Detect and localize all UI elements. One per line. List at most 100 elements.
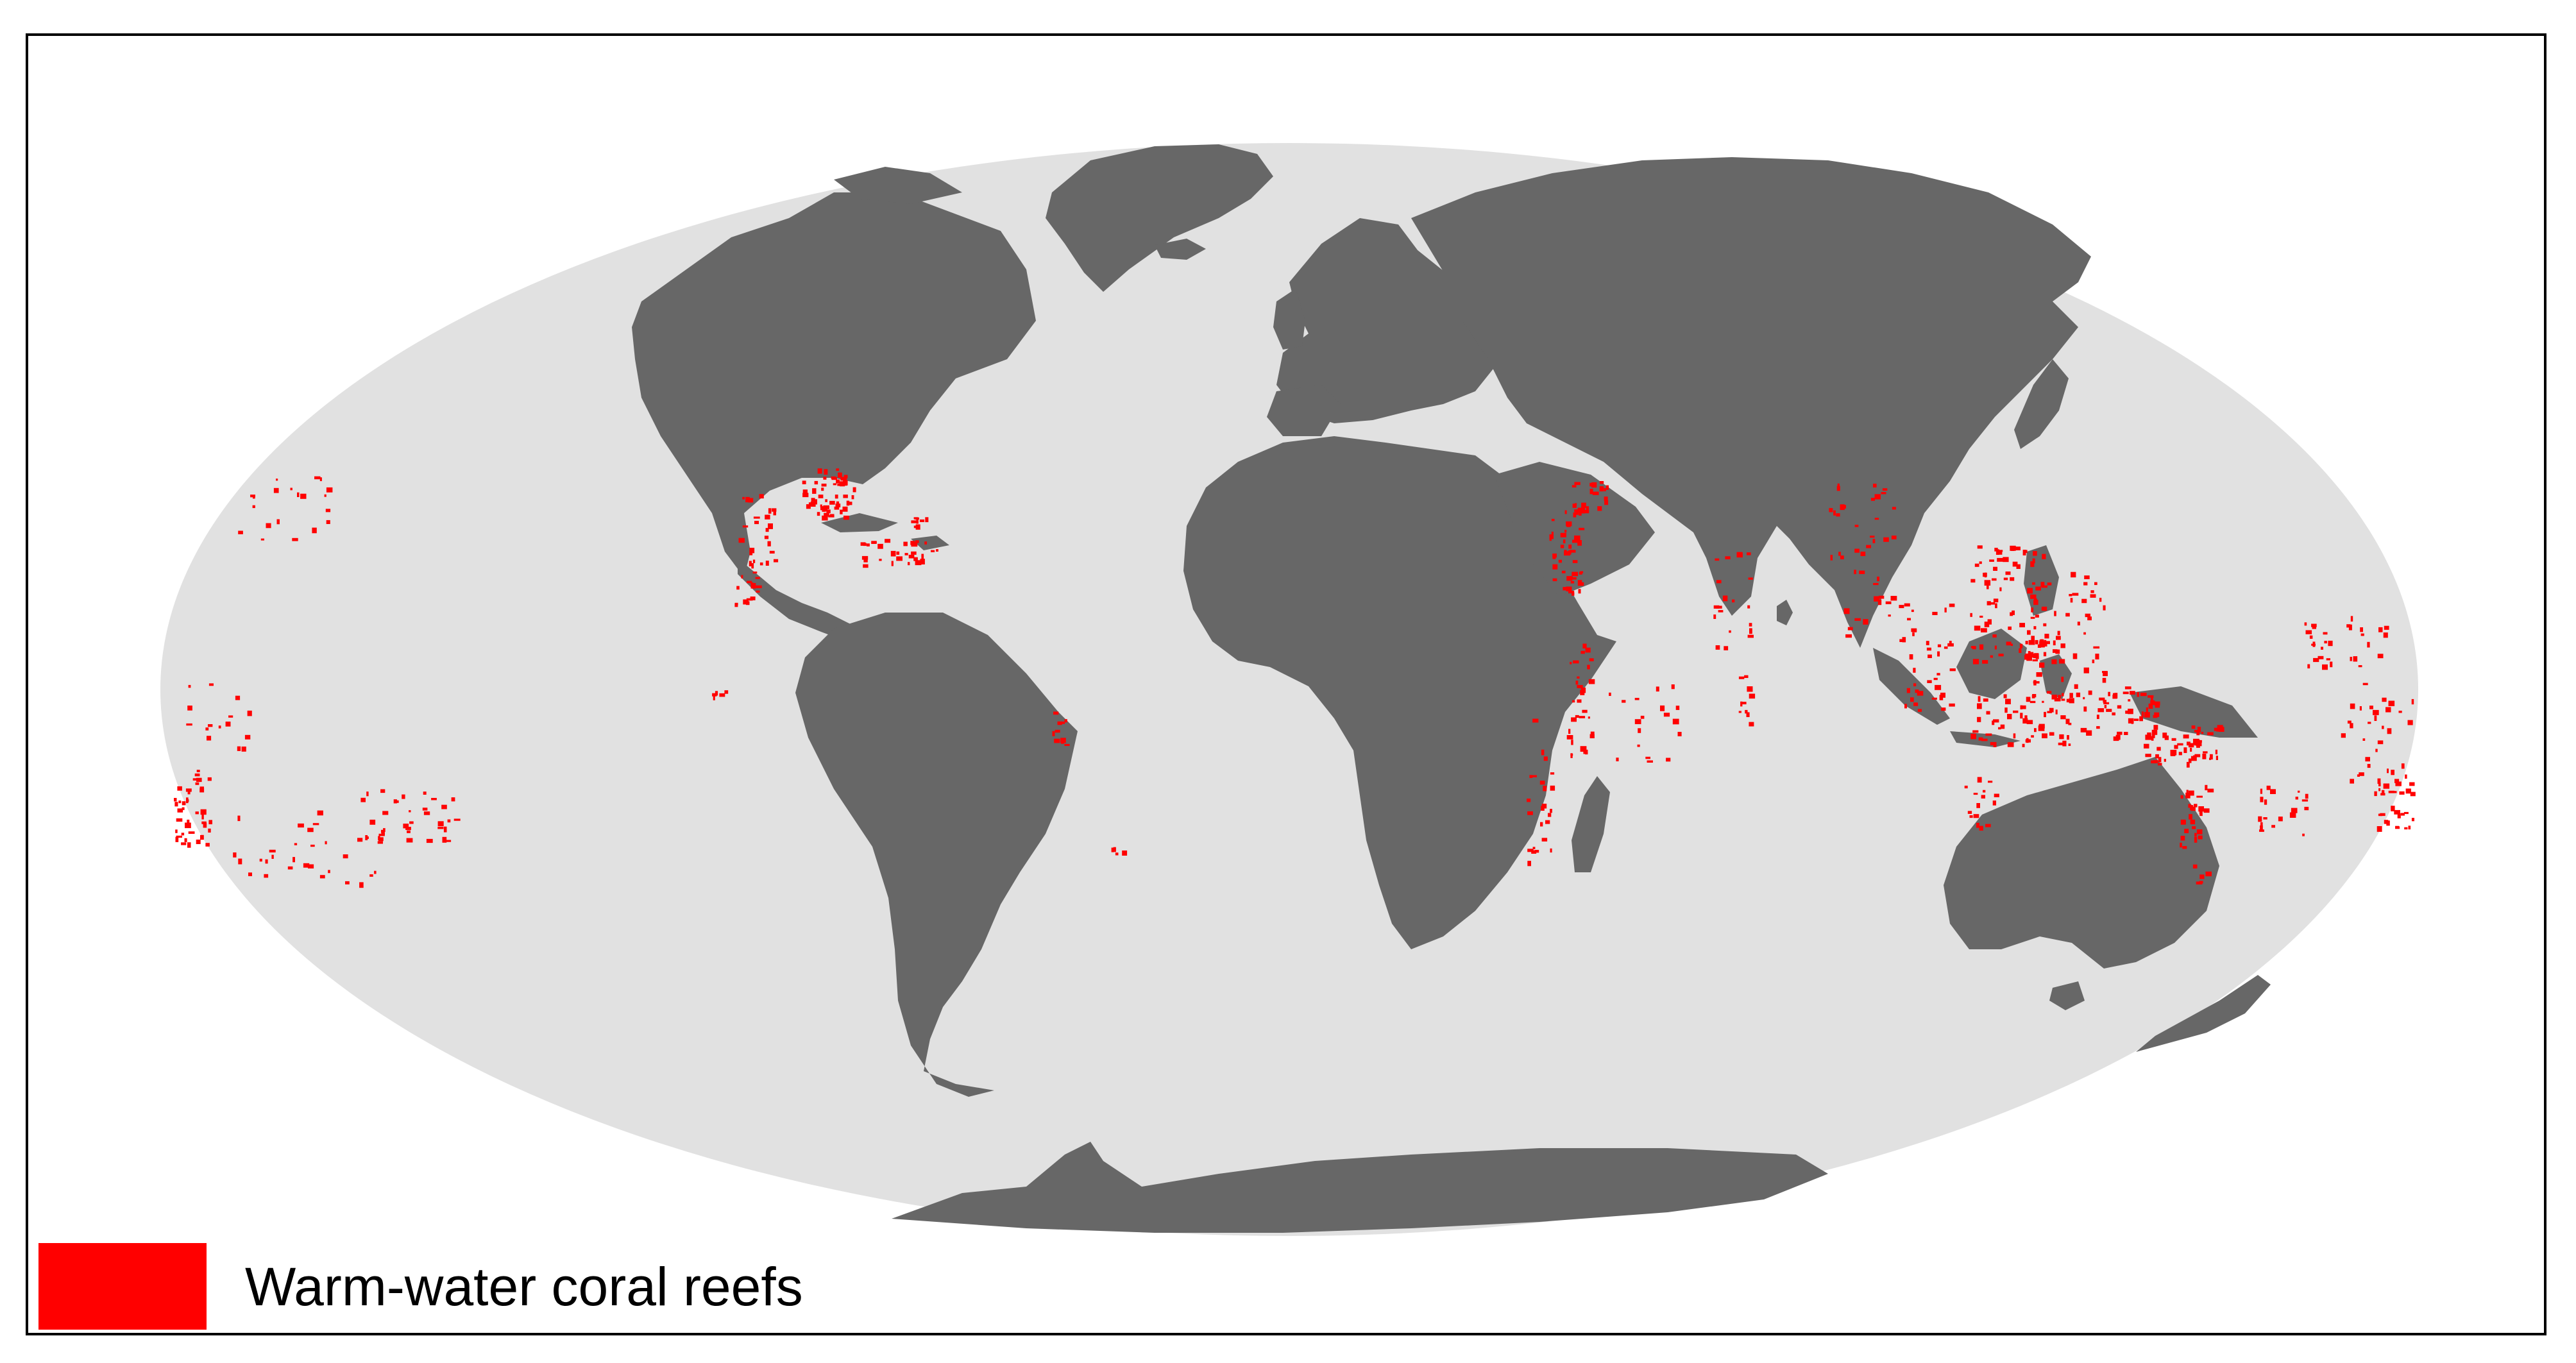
new-zealand xyxy=(2136,975,2271,1052)
coral-reef-mark xyxy=(1645,756,1650,759)
coral-reef-mark xyxy=(1979,615,1983,618)
coral-reef-mark xyxy=(1976,803,1980,808)
coral-reef-mark xyxy=(2014,546,2021,550)
coral-reef-mark xyxy=(1972,730,1979,733)
coral-reef-mark xyxy=(742,496,745,500)
coral-reef-mark xyxy=(343,854,348,859)
coral-reef-mark xyxy=(2070,598,2073,603)
coral-reef-mark xyxy=(319,875,325,879)
coral-reef-mark xyxy=(1992,578,1997,581)
coral-reef-mark xyxy=(2196,731,2200,736)
coral-reef-mark xyxy=(2207,732,2214,736)
coral-reef-mark xyxy=(1854,548,1860,553)
australia xyxy=(1944,757,2219,969)
coral-reef-mark xyxy=(1616,758,1619,761)
coral-reef-mark xyxy=(1551,531,1554,538)
coral-reef-mark xyxy=(2196,881,2203,885)
coral-reef-mark xyxy=(1585,647,1591,653)
coral-reef-mark xyxy=(1634,719,1641,724)
coral-reef-mark xyxy=(2183,747,2187,753)
coral-reef-mark xyxy=(1564,510,1567,514)
coral-reef-mark xyxy=(2180,842,2182,848)
coral-reef-mark xyxy=(1718,610,1724,613)
coral-reef-mark xyxy=(903,541,908,546)
coral-reef-mark xyxy=(765,514,770,520)
europe xyxy=(1276,218,1501,423)
madagascar xyxy=(1572,776,1610,872)
coral-reef-mark xyxy=(1541,749,1545,756)
coral-reef-mark xyxy=(749,548,755,554)
coral-reef-mark xyxy=(842,506,848,512)
coral-reef-mark xyxy=(838,472,842,478)
coral-reef-mark xyxy=(2026,697,2031,702)
coral-reef-mark xyxy=(2395,826,2400,829)
coral-reef-mark xyxy=(312,823,319,825)
coral-reef-mark xyxy=(745,601,750,605)
coral-reef-mark xyxy=(1550,772,1555,775)
coral-reef-mark xyxy=(759,494,764,499)
coral-reef-mark xyxy=(1638,728,1641,733)
coral-reef-mark xyxy=(1997,557,2003,562)
coral-reef-mark xyxy=(2055,709,2058,715)
coral-reef-mark xyxy=(1527,861,1531,867)
coral-reef-mark xyxy=(843,480,847,486)
coral-reef-mark xyxy=(755,577,760,579)
coral-reef-mark xyxy=(863,557,868,563)
coral-reef-mark xyxy=(2210,754,2213,760)
coral-reef-mark xyxy=(1061,738,1064,744)
coral-reef-mark xyxy=(1570,577,1577,580)
coral-reef-mark xyxy=(1746,712,1750,717)
coral-reef-mark xyxy=(2060,643,2065,648)
coral-reef-mark xyxy=(1836,486,1840,491)
coral-reef-mark xyxy=(1870,498,1875,501)
coral-reef-mark xyxy=(2153,701,2160,706)
coral-reef-mark xyxy=(2186,790,2189,793)
coral-reef-mark xyxy=(2072,653,2078,659)
coral-reef-mark xyxy=(1917,709,1922,712)
coral-reef-mark xyxy=(1589,489,1593,495)
coral-reef-mark xyxy=(802,489,808,495)
coral-reef-mark xyxy=(2124,686,2131,690)
coral-reef-mark xyxy=(2083,706,2087,712)
coral-reef-mark xyxy=(913,557,918,561)
coral-reef-mark xyxy=(767,541,771,546)
coral-reef-mark xyxy=(2271,825,2275,828)
coral-reef-mark xyxy=(1873,582,1879,586)
coral-reef-mark xyxy=(207,736,212,741)
coral-reef-mark xyxy=(1549,535,1552,541)
coral-reef-mark xyxy=(2069,693,2073,698)
coral-reef-mark xyxy=(300,493,307,499)
coral-reef-mark xyxy=(2360,633,2364,636)
coral-reef-mark xyxy=(2388,790,2394,793)
coral-reef-mark xyxy=(2192,826,2196,829)
coral-reef-mark xyxy=(2188,804,2191,808)
coral-reef-mark xyxy=(369,819,376,825)
coral-reef-mark xyxy=(1736,552,1743,555)
coral-reef-mark xyxy=(308,864,314,868)
coral-reef-mark xyxy=(913,517,919,520)
tasmania xyxy=(2049,981,2085,1010)
coral-reef-mark xyxy=(1560,545,1564,548)
coral-reef-mark xyxy=(2341,733,2346,738)
coral-reef-mark xyxy=(831,476,836,479)
coral-reef-mark xyxy=(2157,747,2161,751)
coral-reef-mark xyxy=(921,554,924,560)
coral-reef-mark xyxy=(2190,805,2194,811)
coral-reef-mark xyxy=(345,881,350,885)
coral-reef-mark xyxy=(265,859,268,864)
coral-reef-mark xyxy=(260,538,264,541)
coral-reef-mark xyxy=(378,833,385,836)
coral-reef-mark xyxy=(2205,784,2208,791)
coral-reef-mark xyxy=(1713,605,1720,609)
coral-reef-mark xyxy=(185,822,191,829)
coral-reef-mark xyxy=(2032,558,2035,564)
coral-reef-mark xyxy=(1541,806,1545,811)
coral-reef-mark xyxy=(840,477,847,481)
coral-reef-mark xyxy=(2266,785,2271,790)
coral-reef-mark xyxy=(2011,547,2015,551)
coral-reef-mark xyxy=(184,838,187,842)
coral-reef-mark xyxy=(1552,554,1557,558)
coral-reef-mark xyxy=(276,519,280,525)
coral-reef-mark xyxy=(1890,596,1897,601)
coral-reef-mark xyxy=(453,818,461,821)
